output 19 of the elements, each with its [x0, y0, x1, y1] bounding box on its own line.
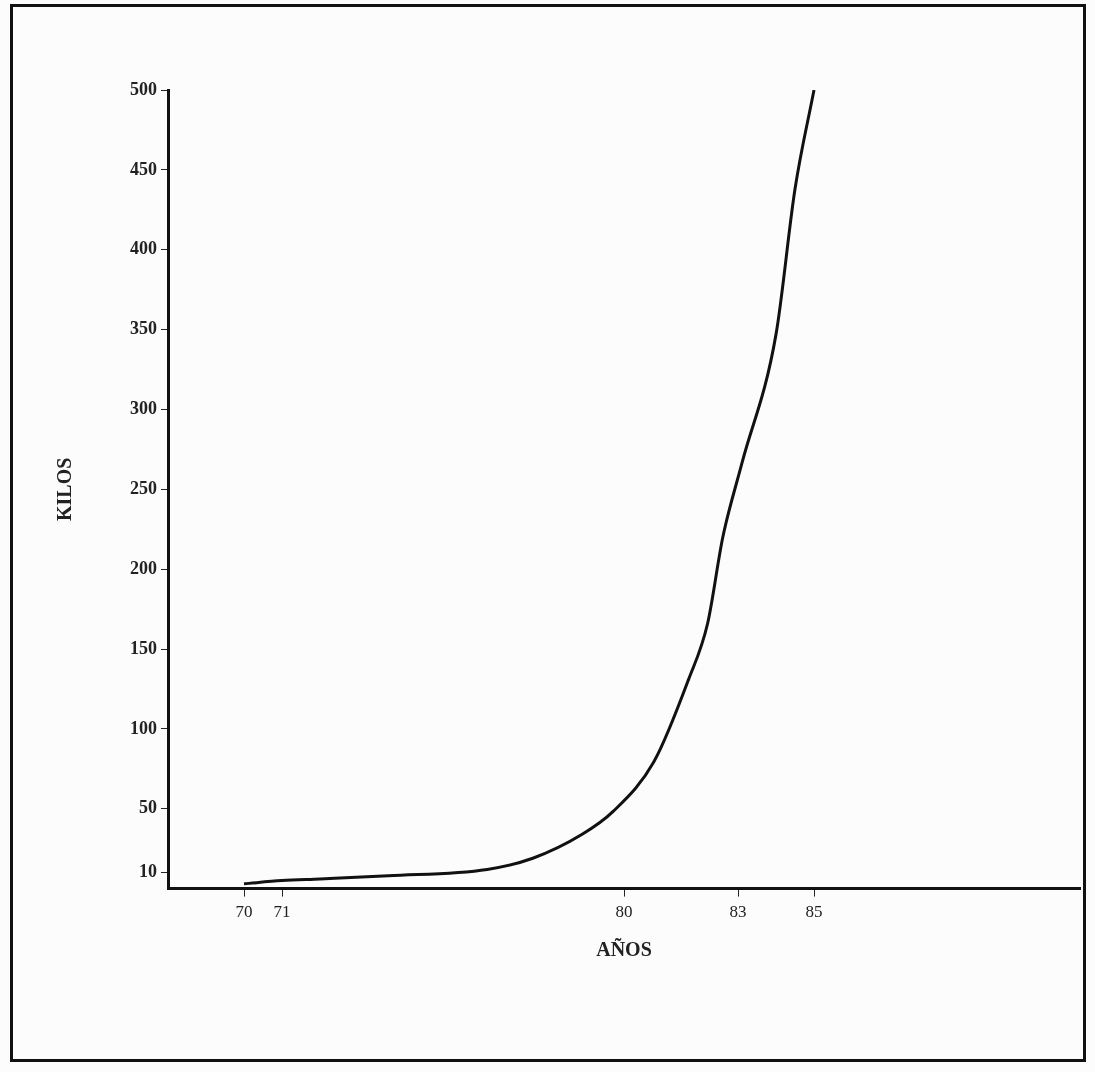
y-tick-label: 300 — [130, 398, 157, 419]
x-tick-label: 80 — [615, 902, 633, 922]
y-tick-label: 250 — [130, 477, 157, 498]
y-tick-label: 450 — [130, 158, 157, 179]
x-tick-label: 70 — [235, 902, 253, 922]
y-tick-label: 100 — [130, 717, 157, 738]
y-tick-label: 400 — [130, 238, 157, 259]
x-tick-label: 83 — [729, 902, 747, 922]
x-tick-label: 85 — [805, 902, 823, 922]
y-axis-title: KILOS — [53, 457, 76, 521]
line-series — [242, 90, 816, 886]
y-tick-label: 350 — [130, 318, 157, 339]
y-tick-label: 200 — [130, 557, 157, 578]
y-tick-label: 500 — [130, 78, 157, 99]
x-tick-label: 71 — [273, 902, 291, 922]
y-tick-label: 150 — [130, 637, 157, 658]
y-tick-label: 10 — [139, 861, 157, 882]
x-axis-title: AÑOS — [596, 938, 652, 961]
y-tick-label: 50 — [139, 797, 157, 818]
